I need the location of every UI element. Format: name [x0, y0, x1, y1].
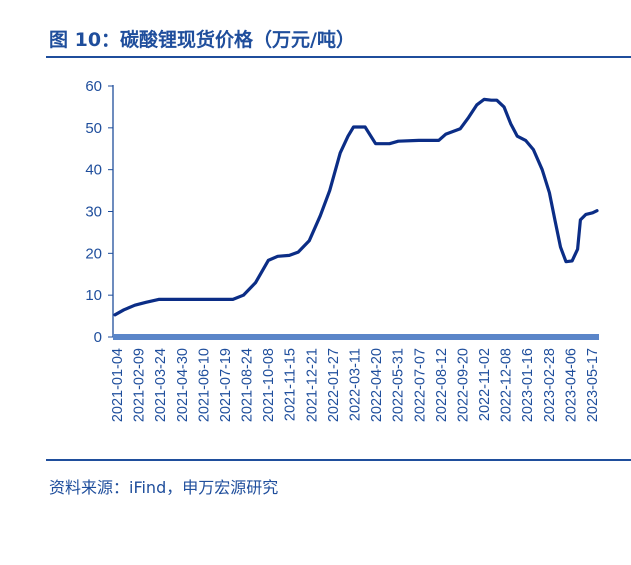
x-tick-label: 2022-05-31: [391, 348, 407, 422]
y-tick-label: 60: [85, 78, 102, 95]
x-tick-label: 2021-02-09: [132, 348, 148, 422]
y-tick-label: 20: [85, 245, 102, 262]
x-tick-label: 2022-04-20: [369, 348, 385, 422]
x-tick-label: 2022-01-27: [326, 348, 342, 422]
x-tick-label: 2023-02-28: [542, 348, 558, 422]
y-tick-label: 40: [85, 162, 102, 179]
x-tick-label: 2021-01-04: [110, 348, 126, 422]
x-tick-label: 2022-09-20: [455, 348, 471, 422]
x-tick-label: 2022-08-12: [434, 348, 450, 422]
x-tick-label: 2021-06-10: [196, 348, 212, 422]
x-tick-label: 2022-07-07: [412, 348, 428, 422]
x-tick-label: 2023-05-17: [585, 348, 601, 422]
y-tick-label: 30: [85, 204, 102, 221]
x-tick-label: 2021-04-30: [175, 348, 191, 422]
x-tick-label: 2023-01-16: [520, 348, 536, 422]
x-tick-label: 2021-03-24: [153, 348, 169, 422]
y-tick-label: 50: [85, 120, 102, 137]
x-tick-label: 2021-10-08: [261, 348, 277, 422]
x-tick-label: 2022-03-11: [348, 348, 364, 421]
x-tick-label: 2021-08-24: [240, 348, 256, 422]
x-tick-label: 2021-11-15: [283, 348, 299, 421]
x-tick-label: 2022-11-02: [477, 348, 493, 421]
y-tick-label: 0: [94, 329, 102, 346]
x-ticks: 2021-01-04 2021-02-09 2021-03-24 2021-04-30…: [110, 348, 601, 422]
chart-title: 图 10：碳酸锂现货价格（万元/吨）: [49, 29, 355, 51]
x-tick-label: 2021-12-21: [304, 348, 320, 422]
price-series-line: [113, 97, 599, 317]
x-tick-label: 2022-12-08: [499, 348, 515, 422]
title-rule: [46, 56, 631, 58]
x-tick-label: 2023-04-06: [563, 348, 579, 422]
y-ticks: 0 10 20 30 40 50 60: [85, 78, 113, 346]
y-tick-label: 10: [85, 287, 102, 304]
source-note: 资料来源：iFind，申万宏源研究: [49, 478, 279, 497]
x-tick-label: 2021-07-19: [218, 348, 234, 422]
source-rule: [46, 459, 631, 461]
